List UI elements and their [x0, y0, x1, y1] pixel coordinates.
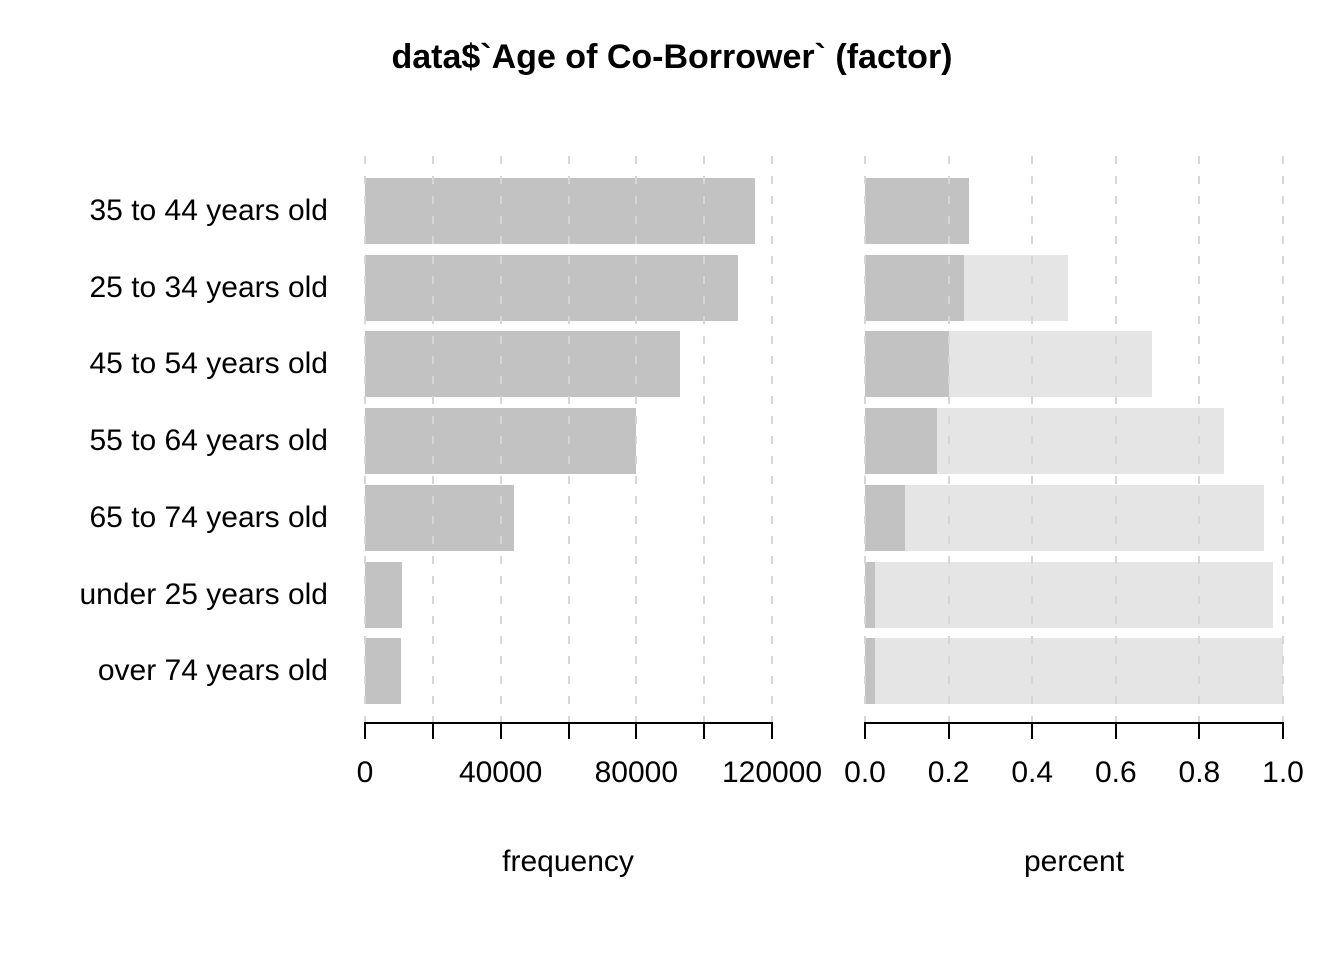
vertical-gridline [864, 156, 866, 722]
x-axis-tick [567, 724, 570, 739]
category-label: 55 to 64 years old [89, 424, 329, 458]
freq-bar [365, 178, 756, 244]
vertical-gridline [1282, 156, 1284, 722]
vertical-gridline [499, 156, 502, 722]
x-axis-tick-label: 80000 [594, 756, 679, 789]
x-axis-tick [635, 724, 638, 739]
vertical-gridline [364, 156, 366, 722]
cumulative-percent-bar [865, 561, 1274, 628]
percent-bar [865, 331, 950, 398]
x-axis-tick-label: 0 [356, 756, 374, 789]
percent-bar [865, 254, 965, 321]
x-axis-tick [364, 724, 366, 739]
vertical-gridline [431, 156, 434, 722]
x-axis-tick [703, 724, 706, 739]
x-axis-line [364, 722, 773, 724]
x-axis-tick-label: 40000 [458, 756, 543, 789]
x-axis-tick-label: 120000 [721, 756, 823, 789]
chart-title: data$`Age of Co-Borrower` (factor) [391, 38, 953, 76]
x-axis-tick-label: 0.0 [844, 756, 886, 789]
percent-bar [865, 638, 875, 705]
x-axis-tick-label: 0.8 [1178, 756, 1221, 789]
x-axis-tick [1282, 724, 1284, 739]
x-axis-tick [771, 724, 773, 739]
vertical-gridline [567, 156, 570, 722]
x-axis-tick [1114, 724, 1117, 739]
freq-bar [365, 254, 739, 321]
x-axis-tick-label: 0.6 [1094, 756, 1137, 789]
vertical-gridline [771, 156, 773, 722]
freq-bar [365, 484, 515, 551]
freq-bar [365, 561, 403, 628]
cumulative-percent-bar [865, 638, 1283, 705]
category-label: 45 to 54 years old [89, 347, 329, 381]
category-label: 25 to 34 years old [89, 270, 329, 304]
percent-axis-title: percent [1023, 845, 1125, 878]
x-axis-tick [431, 724, 434, 739]
category-label: under 25 years old [79, 577, 329, 611]
x-axis-tick-label: 0.4 [1011, 756, 1054, 789]
vertical-gridline [1114, 156, 1117, 722]
percent-bar [865, 178, 969, 244]
x-axis-line [864, 722, 1284, 724]
x-axis-tick-label: 1.0 [1262, 756, 1304, 789]
x-axis-tick [1198, 724, 1201, 739]
x-axis-tick [947, 724, 950, 739]
x-axis-tick [1031, 724, 1034, 739]
x-axis-tick [499, 724, 502, 739]
vertical-gridline [703, 156, 706, 722]
x-axis-tick [864, 724, 866, 739]
percent-bar [865, 484, 905, 551]
category-label: 35 to 44 years old [89, 194, 329, 227]
category-label: over 74 years old [97, 654, 328, 688]
percent-bar [865, 561, 876, 628]
cumulative-percent-bar [865, 484, 1264, 551]
percent-bar [865, 408, 938, 475]
vertical-gridline [635, 156, 638, 722]
freq-bar [365, 331, 681, 398]
frequency-axis-title: frequency [502, 845, 634, 878]
vertical-gridline [1031, 156, 1034, 722]
x-axis-tick-label: 0.2 [927, 756, 970, 789]
vertical-gridline [947, 156, 950, 722]
freq-bar [365, 638, 401, 705]
category-label: 65 to 74 years old [89, 500, 329, 534]
vertical-gridline [1198, 156, 1201, 722]
